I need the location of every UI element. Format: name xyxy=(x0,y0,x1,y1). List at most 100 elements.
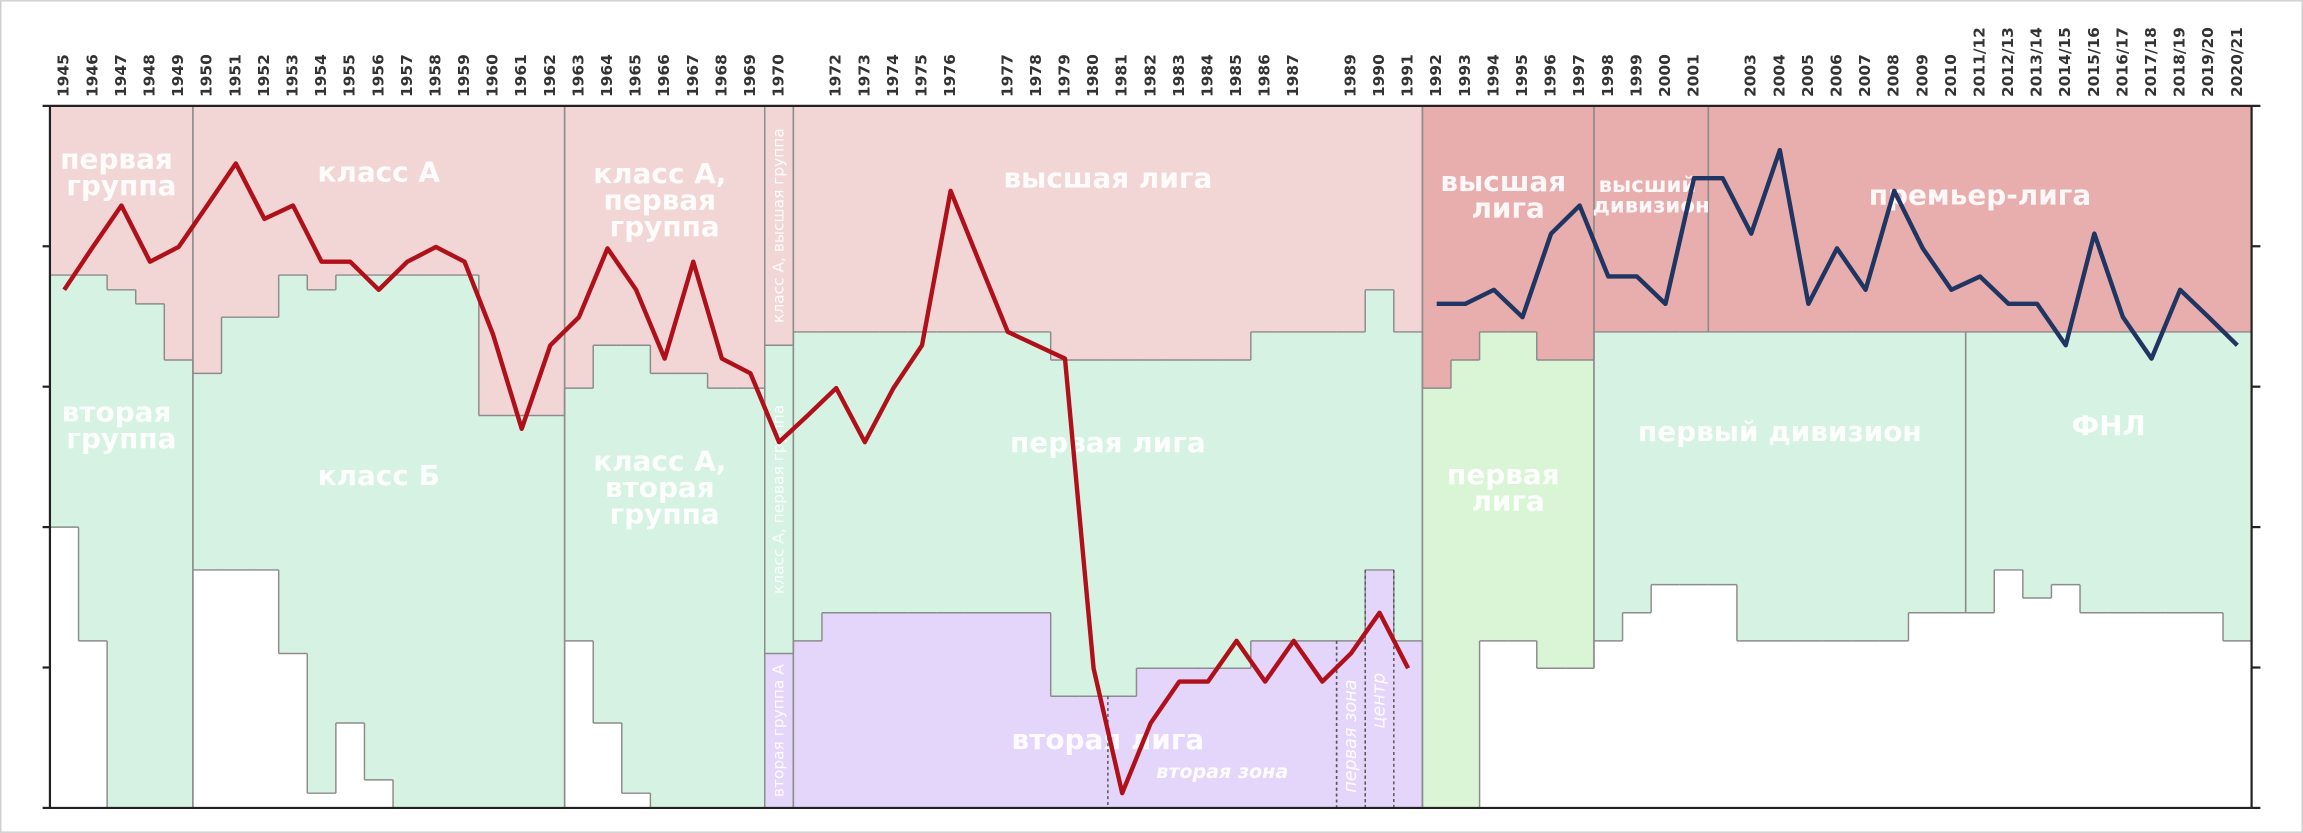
x-tick-label: 1998 xyxy=(1599,54,1617,97)
zone-label: класс А, первая группа xyxy=(770,405,788,594)
zone-cell xyxy=(135,303,165,808)
zone-cell xyxy=(1765,331,1795,641)
zone-cell xyxy=(1365,105,1395,290)
zone-cell xyxy=(278,275,308,654)
zone-cell xyxy=(1937,105,1967,332)
zone-cell xyxy=(593,345,623,723)
zone-cell xyxy=(393,275,423,808)
zone-label: первая группа xyxy=(60,142,182,202)
x-tick-label: 1979 xyxy=(1055,54,1073,97)
series-lines xyxy=(62,147,2239,796)
x-tick-label: 2008 xyxy=(1885,54,1903,97)
zones xyxy=(49,105,2253,808)
zone-cell xyxy=(2223,331,2253,641)
zone-cell xyxy=(821,612,852,808)
zone-cell xyxy=(2137,105,2167,332)
x-tick-label: 1973 xyxy=(855,54,873,97)
zone-cell xyxy=(1393,640,1423,808)
zone-cell xyxy=(907,612,937,808)
x-tick-label: 2005 xyxy=(1799,54,1817,97)
x-tick-label: 2009 xyxy=(1913,54,1931,97)
zone-cell xyxy=(1765,105,1795,332)
zone-cell xyxy=(1479,331,1509,641)
zone-cell xyxy=(1022,331,1052,613)
x-tick-label: 1997 xyxy=(1570,54,1588,97)
zone-cell xyxy=(1422,388,1452,808)
zone-cell xyxy=(879,331,909,613)
zone-cell xyxy=(1393,331,1423,641)
zone-cell xyxy=(1450,105,1481,361)
zone-cell xyxy=(1050,360,1080,697)
x-tick-label: 1967 xyxy=(684,54,702,97)
zone-cell xyxy=(1450,360,1481,808)
x-tick-label: 2011/12 xyxy=(1970,27,1988,97)
zone-label: высшая лига xyxy=(1003,161,1212,194)
zone-cell xyxy=(964,612,995,808)
zone-cell xyxy=(307,289,337,794)
zone-cell xyxy=(1708,105,1738,332)
zone-cell xyxy=(507,415,537,808)
zone-cell xyxy=(1165,105,1195,361)
zone-cell xyxy=(736,105,766,389)
zone-cell xyxy=(1937,331,1967,613)
zone-cell xyxy=(764,345,794,654)
zone-cell xyxy=(1736,331,1767,641)
zone-cell xyxy=(621,105,651,346)
zone-cell xyxy=(221,317,251,570)
x-tick-label: 1999 xyxy=(1627,54,1645,97)
zone-cell xyxy=(993,105,1023,332)
zone-cell xyxy=(1365,569,1395,808)
zone-label: вторая группа xyxy=(62,396,181,456)
x-tick-label: 1985 xyxy=(1227,54,1245,97)
zone-cell xyxy=(1079,105,1109,361)
zone-cell xyxy=(1879,331,1910,641)
zone-cell xyxy=(1393,105,1423,332)
x-tick-label: 1986 xyxy=(1256,54,1274,97)
zone-cell xyxy=(278,105,308,276)
zone-cell xyxy=(335,105,366,276)
zone-cell xyxy=(2022,331,2053,599)
zone-label: вторая группа А xyxy=(770,664,788,797)
x-tick-label: 1948 xyxy=(141,54,159,97)
zone-label: класс А, первая группа xyxy=(593,157,736,243)
zone-cell xyxy=(2051,331,2081,585)
zone-cell xyxy=(1022,612,1052,808)
zone-cell xyxy=(1965,105,1995,332)
x-tick-label: 1959 xyxy=(455,54,473,97)
zone-cell xyxy=(107,105,137,290)
x-tick-label: 1987 xyxy=(1284,54,1302,97)
x-tick-label: 2000 xyxy=(1656,54,1674,97)
x-tick-label: 1953 xyxy=(283,54,301,97)
zone-cell xyxy=(1165,360,1195,669)
zone-cell xyxy=(1622,331,1652,613)
x-tick-label: 1974 xyxy=(884,54,902,97)
zone-cell xyxy=(2223,105,2253,332)
x-tick-label: 1963 xyxy=(569,54,587,97)
zone-cell xyxy=(1336,640,1366,808)
zone-cell xyxy=(1050,105,1080,361)
zone-cell xyxy=(1851,331,1881,641)
zone-cell xyxy=(1136,105,1166,361)
zone-cell xyxy=(1222,668,1252,808)
zone-cell xyxy=(707,388,737,808)
x-tick-label: 1961 xyxy=(512,54,530,97)
zone-cell xyxy=(564,388,594,641)
zone-cell xyxy=(2080,331,2110,613)
zone-cell xyxy=(2108,105,2138,332)
zone-cell xyxy=(793,331,823,641)
x-tick-label: 1949 xyxy=(169,54,187,97)
zone-cell xyxy=(335,275,366,723)
zone-cell xyxy=(1994,331,2024,570)
zone-cell xyxy=(192,373,223,570)
x-tick-label: 1954 xyxy=(312,54,330,97)
zone-label: класс А xyxy=(317,156,440,189)
x-tick-label: 2006 xyxy=(1827,54,1845,97)
x-tick-label: 1958 xyxy=(426,54,444,97)
x-tick-label: 1975 xyxy=(913,54,931,97)
zone-cell xyxy=(1851,105,1881,332)
x-tick-label: 1960 xyxy=(484,54,502,97)
zone-cell xyxy=(821,105,852,332)
zone-cell xyxy=(850,331,880,613)
zone-cell xyxy=(1593,331,1624,641)
x-tick-label: 2007 xyxy=(1856,54,1874,97)
